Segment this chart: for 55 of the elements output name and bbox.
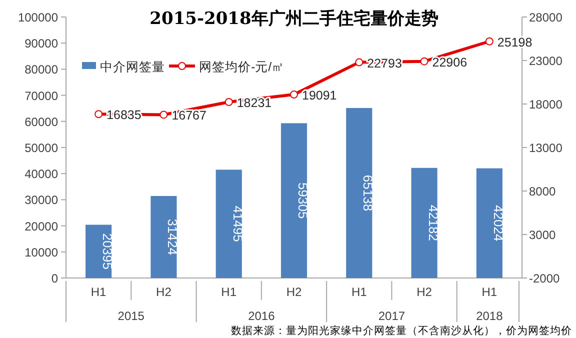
point [290,90,298,99]
data-label: 20395 [100,233,116,270]
x-tick-label: H2 [416,285,432,299]
y-tick-label: 80000 [24,62,58,77]
text: 2015 [118,309,145,323]
y2-tick-label: 23000 [529,54,563,68]
bar [411,168,438,278]
x-tick-label: H1 [90,285,107,299]
y2-tick-label: 13000 [529,141,563,155]
bar [150,196,177,278]
point [355,58,364,66]
x-tick-label: H1 [351,285,368,299]
y-tick-label: 70000 [24,88,58,103]
y-tick-label: 10000 [24,245,58,260]
y-tick-label: 50000 [24,141,58,155]
data-label: 19091 [302,88,337,103]
y2-tick-label: -2000 [529,272,560,286]
text: 2017 [378,309,406,323]
y-tick-label: 90000 [24,36,58,51]
y-tick-label: 60000 [24,114,58,129]
chart-title: 2015-2018年广州二手住宅量价走势 [150,9,438,29]
x-tick-label: H2 [286,285,302,299]
point [224,98,233,106]
x-tick-label: H2 [156,285,172,299]
legend-label: 中介网签量 [100,60,165,74]
source-note: 数据来源：量为阳光家缘中介网签量（不含南沙从化），价为网签均价 [231,324,572,337]
x-tick-label: H1 [221,285,237,299]
y-tick-label: 100000 [18,10,58,24]
data-label: 22906 [432,55,468,70]
y2-tick-label: 28000 [529,10,563,24]
data-label: 59305 [296,182,310,219]
y-tick-label: 0 [51,272,58,286]
y2-tick-label: 8000 [529,184,556,198]
point [485,37,494,46]
point [420,57,428,66]
y2-tick-label: 3000 [529,228,556,242]
bar [476,168,502,278]
y-tick-label: 30000 [24,193,58,208]
data-label: 65138 [360,174,376,212]
text: 2018 [476,309,504,323]
bar [346,108,372,278]
data-label: 16767 [172,108,207,123]
data-label: 31424 [165,218,180,256]
point [160,110,168,119]
y-tick-label: 20000 [24,219,58,234]
point [94,110,103,118]
data-label: 25198 [497,35,532,50]
y-tick-label: 40000 [24,167,58,182]
x-tick-label: H1 [482,285,498,299]
bar [216,170,242,278]
bar [280,123,308,278]
legend-label: 网签均价-元/㎡ [199,60,285,74]
data-label: 18231 [236,96,272,110]
text: 2016 [248,309,276,323]
y2-tick-label: 18000 [529,98,563,112]
